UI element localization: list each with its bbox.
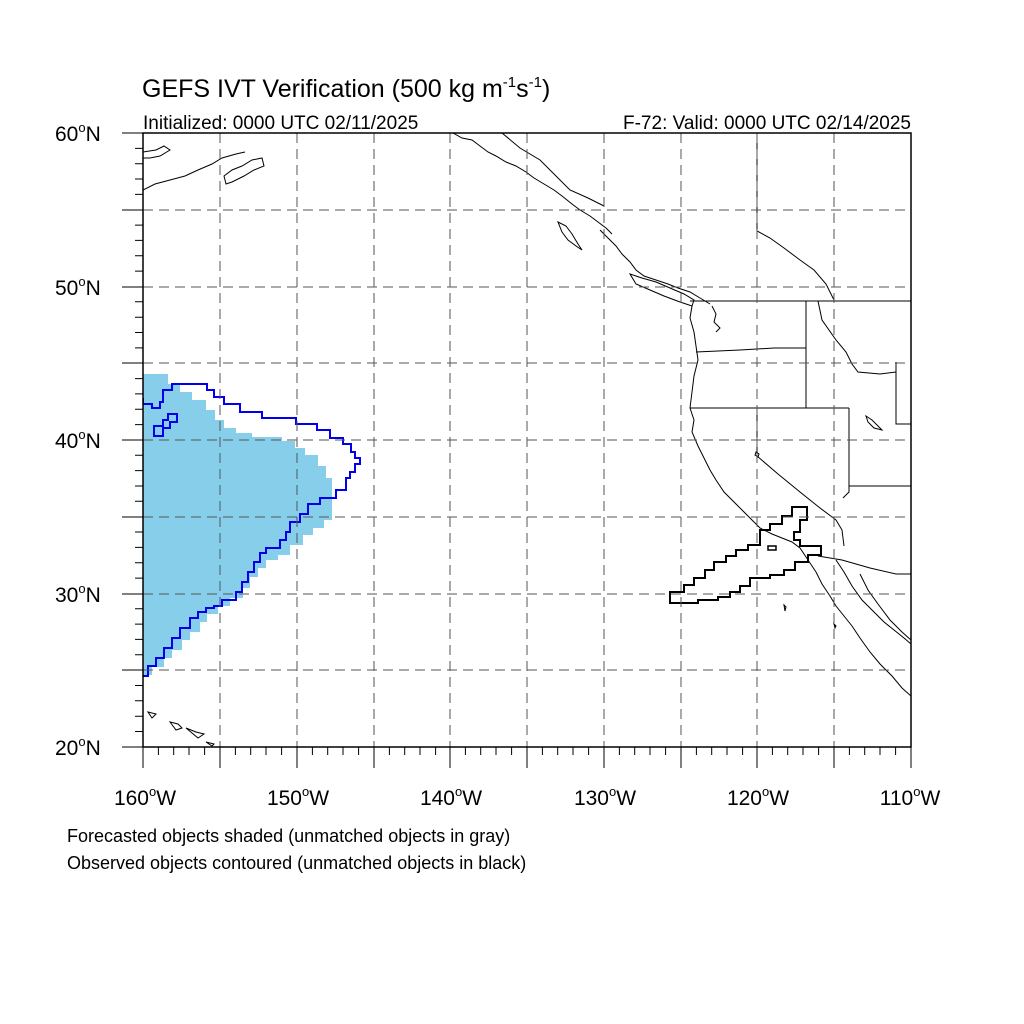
lat-label-20: 20oN bbox=[55, 734, 101, 760]
lon-label-150: 150oW bbox=[267, 784, 329, 810]
haida-gwaii bbox=[557, 220, 583, 251]
left-minor-ticks bbox=[135, 147, 143, 732]
bottom-major-ticks bbox=[142, 747, 912, 768]
lat-label-60: 60oN bbox=[55, 120, 101, 146]
political-boundaries bbox=[690, 133, 911, 575]
alaska-panhandle-inland bbox=[501, 133, 605, 207]
map-area bbox=[143, 133, 911, 747]
observed-object-matched-contour bbox=[143, 383, 361, 677]
california-coast bbox=[689, 407, 911, 697]
wa-or-border bbox=[695, 347, 807, 360]
observed-object-unmatched-contour-hole bbox=[767, 545, 777, 551]
bc-coast bbox=[599, 229, 711, 305]
nv-ut-border bbox=[842, 408, 850, 499]
ca-nv-border bbox=[756, 408, 845, 547]
lon-label-120: 120oW bbox=[727, 784, 789, 810]
washington-coast bbox=[689, 305, 697, 347]
longitude-labels: 160oW 150oW 140oW 130oW 120oW 110oW bbox=[114, 784, 941, 810]
mexico-mainland-coast bbox=[859, 573, 911, 641]
wy-border bbox=[895, 362, 911, 425]
lat-label-30: 30oN bbox=[55, 581, 101, 607]
legend-observed-note: Observed objects contoured (unmatched ob… bbox=[67, 853, 526, 873]
valid-time-label: F-72: Valid: 0000 UTC 02/14/2025 bbox=[623, 113, 911, 134]
title-sup1: -1 bbox=[503, 74, 516, 91]
vancouver-island bbox=[628, 273, 695, 307]
channel-islands bbox=[783, 603, 837, 630]
lat-label-50: 50oN bbox=[55, 274, 101, 300]
observed-object-unmatched-contour bbox=[669, 506, 822, 604]
us-mexico-border bbox=[817, 555, 911, 575]
left-major-ticks bbox=[122, 132, 143, 748]
lon-label-130: 130oW bbox=[574, 784, 636, 810]
graticule bbox=[143, 133, 911, 747]
baja-gulf-coast bbox=[835, 559, 911, 645]
title-mid: s bbox=[516, 75, 529, 103]
kodiak-island bbox=[223, 157, 265, 185]
alaska-south-coast bbox=[452, 133, 613, 235]
title-sup2: -1 bbox=[529, 74, 542, 91]
coastlines bbox=[143, 133, 911, 747]
lon-label-140: 140oW bbox=[420, 784, 482, 810]
init-time-label: Initialized: 0000 UTC 02/11/2025 bbox=[143, 113, 418, 134]
canada-bc-border bbox=[756, 133, 835, 301]
lon-label-160: 160oW bbox=[114, 784, 176, 810]
alaska-coast bbox=[143, 145, 171, 159]
id-mt-border bbox=[817, 300, 897, 375]
lon-label-110: 110oW bbox=[880, 784, 941, 810]
great-salt-lake bbox=[865, 414, 884, 431]
title-main: GEFS IVT Verification (500 kg m bbox=[142, 75, 503, 103]
title-end: ) bbox=[542, 75, 550, 103]
puget-sound bbox=[711, 305, 721, 333]
forecast-object-shaded bbox=[143, 374, 332, 675]
bottom-minor-ticks bbox=[157, 747, 897, 755]
alaska-peninsula bbox=[143, 151, 246, 191]
hawaii-islands bbox=[146, 711, 215, 747]
legend-forecast-note: Forecasted objects shaded (unmatched obj… bbox=[67, 826, 510, 846]
observed-object-matched-contour-inner bbox=[153, 413, 178, 437]
lat-label-40: 40oN bbox=[55, 427, 101, 453]
oregon-coast bbox=[689, 345, 699, 409]
axis-ticks bbox=[122, 132, 912, 768]
figure-title: GEFS IVT Verification (500 kg m-1s-1) bbox=[142, 74, 550, 103]
latitude-labels: 60oN 50oN 40oN 30oN 20oN bbox=[55, 120, 101, 760]
